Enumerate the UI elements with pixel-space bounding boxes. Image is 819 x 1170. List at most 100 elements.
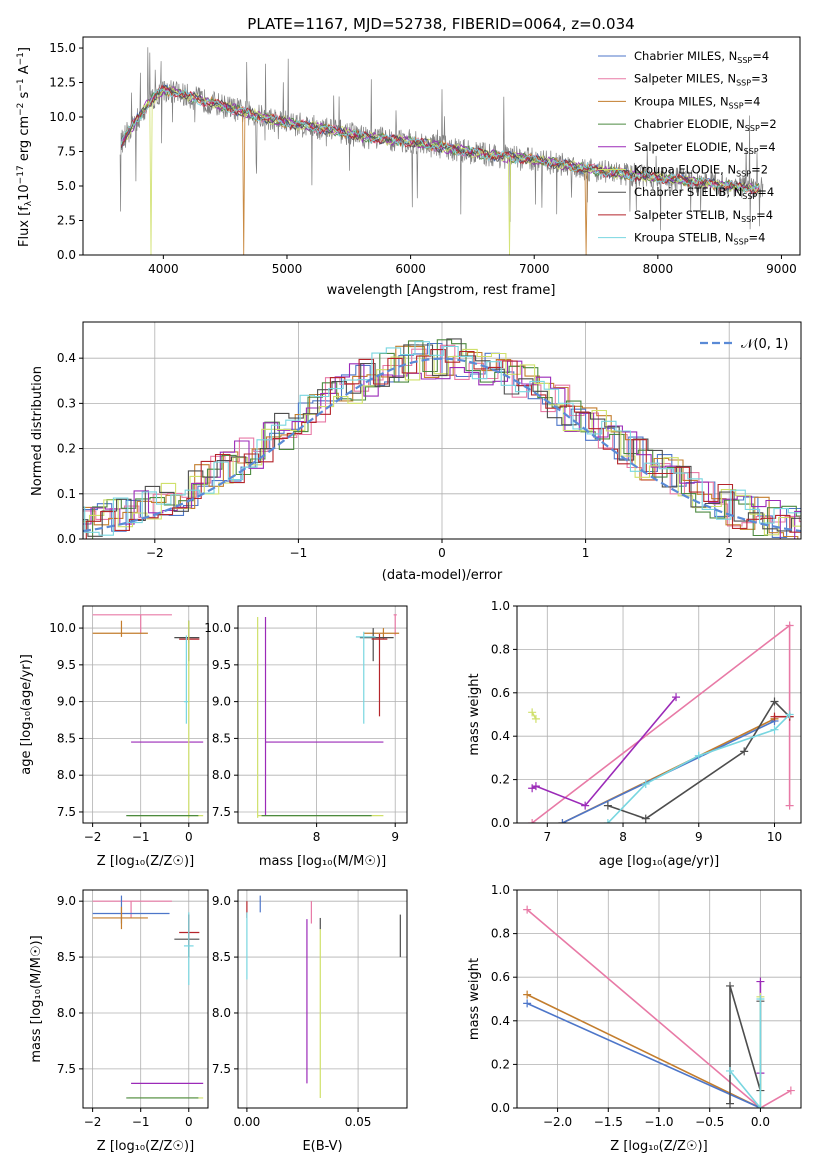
legend-label-chabrier_stelib: Chabrier STELIB, NSSP=4 (634, 185, 774, 201)
mass-vs-metallicity-xtick-label: −1 (132, 1115, 150, 1129)
residual-xtick-label: 1 (582, 546, 590, 560)
weight-marker-salpeter_elodie (528, 784, 537, 793)
weight-line-kroupa_miles (526, 993, 761, 1108)
spectrum-xtick-label: 8000 (643, 262, 674, 276)
massweight-vs-metallicity-xtick-label: −1.5 (594, 1115, 623, 1129)
weight-line-salpeter_elodie (531, 696, 677, 807)
age-vs-mass-ytick-label: 8.0 (212, 768, 231, 782)
normal-curve (83, 357, 801, 533)
mass-vs-ebv-ytick-label: 7.5 (212, 1062, 231, 1076)
mass-vs-ebv-xtick-label: 0.05 (345, 1115, 372, 1129)
age-vs-metallicity-ytick-label: 9.5 (57, 658, 76, 672)
age-vs-metallicity-xtick-label: −1 (132, 830, 150, 844)
massweight-vs-metallicity-xlabel: Z [log₁₀(Z/Z☉)] (610, 1139, 707, 1154)
residual-xtick-label: 0 (438, 546, 446, 560)
residual-ytick-label: 0.4 (57, 351, 76, 365)
legend-label-sub: SSP (742, 192, 757, 201)
age-vs-metallicity-xlabel: Z [log₁₀(Z/Z☉)] (97, 854, 194, 869)
weight-marker-chabrier_stelib (726, 981, 734, 990)
legend-label-sub: SSP (745, 124, 760, 133)
age-vs-mass-ytick-label: 10.0 (204, 621, 231, 635)
legend-label-sub: SSP (741, 215, 756, 224)
spectrum-xtick-label: 9000 (766, 262, 797, 276)
legend-label-tail: =4 (744, 94, 761, 108)
weight-marker-salpeter_stelib (770, 712, 779, 721)
age-vs-mass-panel: 8 9 7.5 8.0 8.5 9.0 9.5 10.0 mass [log₁₀(M/M☉)] (204, 605, 408, 869)
weight-marker-chabrier_stelib (641, 814, 650, 823)
massweight-vs-metallicity-xtick-label: −2.0 (543, 1115, 572, 1129)
spectrum-ytick-label: 15.0 (49, 41, 76, 55)
age-vs-mass-plot-area (257, 614, 400, 818)
legend-label-tail: =4 (757, 185, 774, 199)
legend-label-tail: =3 (751, 72, 768, 86)
spectrum-ytick-label: 12.5 (49, 76, 76, 90)
mass-vs-metallicity-xtick-label: 0 (185, 1115, 193, 1129)
massweight-vs-age-ylabel: mass weight (467, 673, 482, 755)
weight-marker-kroupa_stelib (756, 995, 765, 1003)
weight-marker-kroupa_stelib (603, 819, 612, 823)
age-vs-metallicity-ytick-label: 9.0 (57, 695, 76, 709)
massweight-vs-age-ytick-label: 0.4 (491, 729, 510, 743)
mass-vs-ebv-ytick-label: 9.0 (212, 894, 231, 908)
mass-vs-ebv-xlabel: E(B-V) (302, 1139, 342, 1154)
mass-vs-metallicity-xlabel: Z [log₁₀(Z/Z☉)] (97, 1139, 194, 1154)
residual-ytick-label: 0.0 (57, 532, 76, 546)
weight-marker-chabrier_stelib (770, 697, 779, 706)
spectrum-ytick-label: 10.0 (49, 110, 76, 124)
massweight-vs-age-plot-area (528, 621, 794, 823)
massweight-vs-metallicity-ytick-label: 0.0 (491, 1101, 510, 1115)
massweight-vs-metallicity-xtick-label: −1.0 (644, 1115, 673, 1129)
weight-marker-chabrier_stelib (726, 1099, 734, 1108)
weight-marker-kroupa_stelib (756, 1104, 765, 1108)
age-vs-mass-ytick-label: 9.0 (212, 695, 231, 709)
spectrum-model-kroupa_stelib (120, 87, 760, 195)
legend-label-sub: SSP (744, 147, 759, 156)
spectrum-title: PLATE=1167, MJD=52738, FIBERID=0064, z=0… (247, 15, 634, 33)
spectrum-model-kroupa_elodie (120, 85, 760, 255)
massweight-vs-age-xtick-label: 8 (619, 830, 627, 844)
massweight-vs-metallicity-panel: −2.0 −1.5 −1.0 −0.5 0.0 0.0 0.2 0.4 0.6 0.8 1.0 Z [… (467, 883, 802, 1154)
weight-marker-kroupa_stelib (726, 1066, 734, 1075)
age-vs-metallicity-plot-area (92, 614, 204, 818)
legend-label-sub: SSP (736, 170, 751, 179)
age-vs-metallicity-panel: −2 −1 0 7.5 8.0 8.5 9.0 9.5 10.0 Z [log₁₀(Z/Z☉)] a… (19, 605, 209, 869)
legend-label-tail: =4 (759, 140, 776, 154)
residual-hist-kroupa_stelib (83, 341, 801, 536)
weight-marker-kroupa_stelib (641, 779, 650, 788)
massweight-vs-age-ytick-label: 0.8 (491, 642, 510, 656)
weight-marker-chabrier_miles (523, 999, 532, 1008)
massweight-vs-age-ytick-label: 0.2 (491, 773, 510, 787)
residual-xtick-label: 2 (725, 546, 733, 560)
age-vs-mass-ytick-label: 9.5 (212, 658, 231, 672)
legend-label-salpeter_stelib: Salpeter STELIB, NSSP=4 (634, 208, 773, 224)
legend-label-tail: =2 (760, 117, 777, 131)
mass-vs-ebv-plot-area (246, 895, 401, 1098)
spectrum-ylabel: Flux [fλ10−17 erg cm−2 s−1 A−1] (16, 47, 34, 247)
weight-marker-kroupa_stelib (785, 710, 794, 719)
residual-hist-chabrier_elodie (83, 339, 801, 539)
weight-marker-kroupa_elodie (531, 714, 540, 723)
legend-label-chabrier_miles: Chabrier MILES, NSSP=4 (634, 49, 769, 65)
residual-ytick-label: 0.3 (57, 396, 76, 410)
massweight-vs-age-ytick-label: 0.0 (491, 816, 510, 830)
legend-label-tail: =2 (751, 163, 768, 177)
mass-vs-ebv-panel: 0.00 0.05 7.5 8.0 8.5 9.0 E(B-V) (212, 889, 408, 1154)
mass-vs-ebv-ytick-label: 8.5 (212, 950, 231, 964)
weight-line-salpeter_miles (526, 908, 792, 1108)
spectrum-model-chabrier_stelib (120, 84, 760, 196)
spectrum-frame (82, 36, 801, 256)
weight-marker-salpeter_miles (523, 905, 532, 914)
age-vs-mass-xlabel: mass [log₁₀(M/M☉)] (259, 854, 386, 869)
massweight-vs-age-xlabel: age [log₁₀(age/yr)] (599, 854, 720, 869)
weight-line-salpeter_miles (531, 623, 791, 823)
residual-xtick-label: −1 (290, 546, 308, 560)
spectrum-ytick-label: 5.0 (57, 179, 76, 193)
massweight-vs-metallicity-ytick-label: 0.4 (491, 1014, 510, 1028)
age-vs-metallicity-ytick-label: 7.5 (57, 805, 76, 819)
residual-hist-salpeter_stelib (83, 349, 801, 539)
residual-hist-kroupa_elodie (83, 348, 801, 536)
weight-marker-kroupa_stelib (770, 725, 779, 734)
weight-marker-salpeter_miles (785, 801, 794, 810)
age-vs-metallicity-xtick-label: −2 (84, 830, 102, 844)
